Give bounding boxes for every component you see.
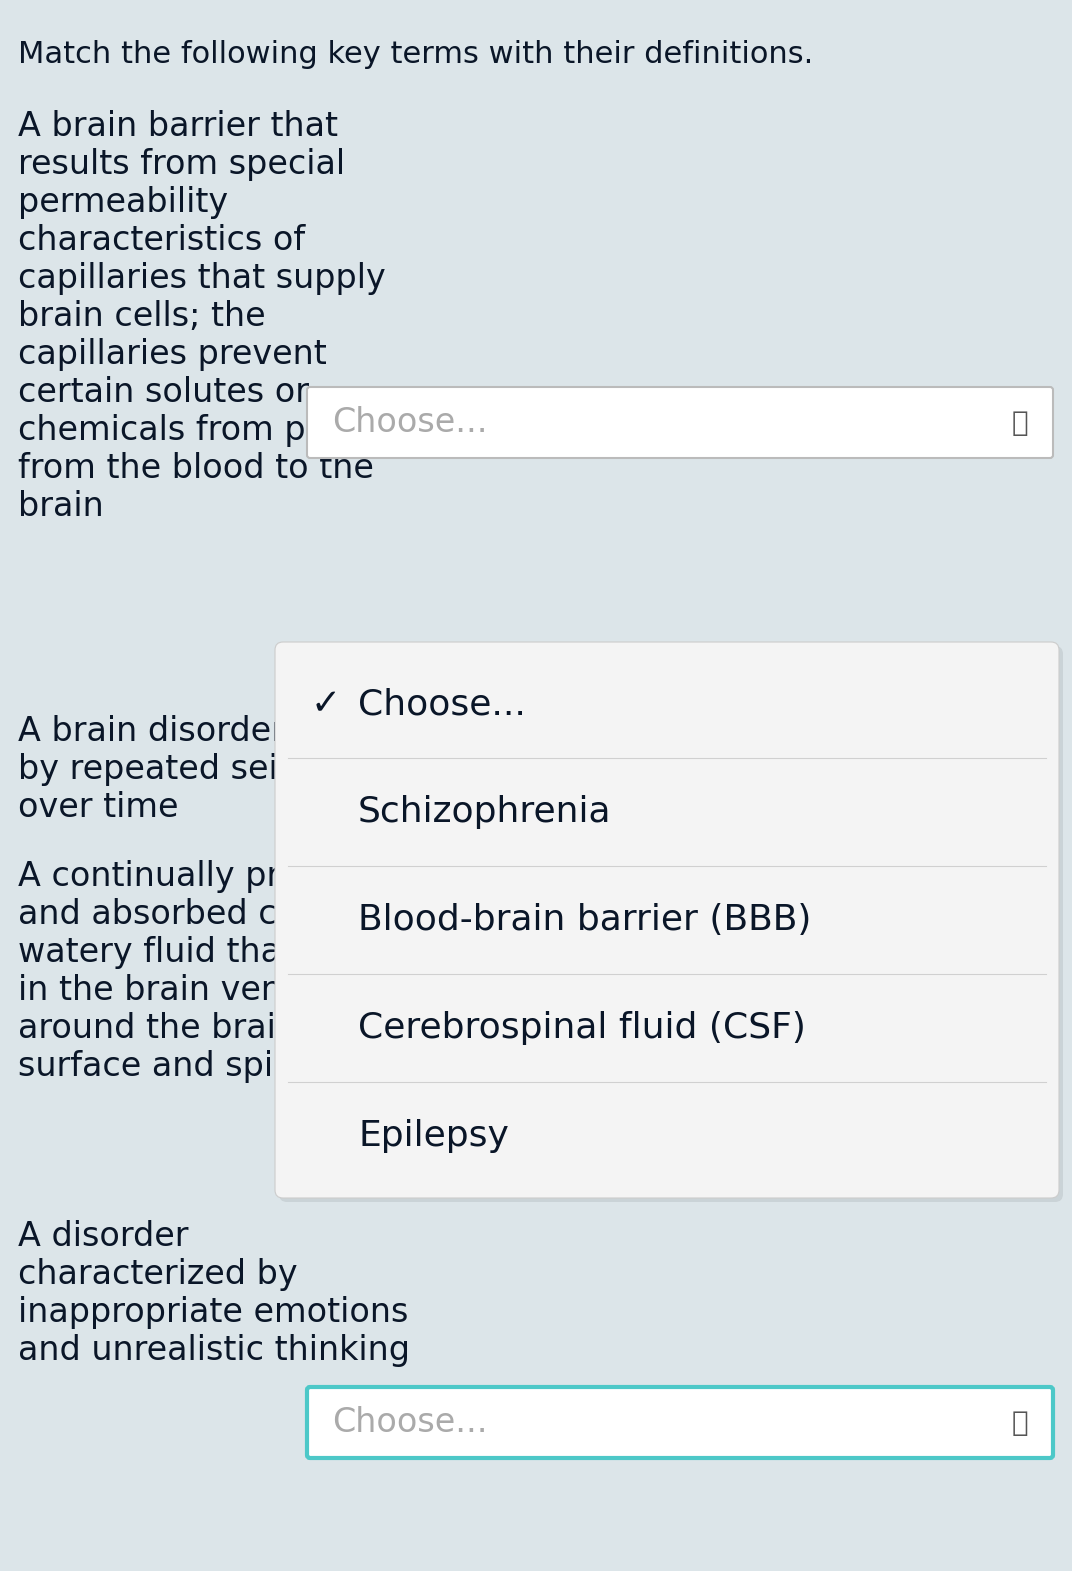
- Text: ✓: ✓: [311, 687, 341, 721]
- Text: chemicals from passing: chemicals from passing: [18, 415, 413, 448]
- Text: and unrealistic thinking: and unrealistic thinking: [18, 1334, 410, 1367]
- Text: A disorder: A disorder: [18, 1221, 189, 1254]
- Text: characterized by: characterized by: [18, 1258, 298, 1291]
- Text: over time: over time: [18, 792, 179, 825]
- Text: ⬨: ⬨: [1012, 408, 1028, 437]
- Text: Choose...: Choose...: [332, 405, 488, 438]
- Text: brain: brain: [18, 490, 104, 523]
- Text: and absorbed clear,: and absorbed clear,: [18, 899, 352, 932]
- Text: surface and spinal cord: surface and spinal cord: [18, 1049, 407, 1082]
- Text: around the brain: around the brain: [18, 1012, 297, 1045]
- Text: by repeated seizures: by repeated seizures: [18, 753, 367, 786]
- Text: results from special: results from special: [18, 148, 345, 181]
- FancyBboxPatch shape: [276, 643, 1059, 1199]
- Text: inappropriate emotions: inappropriate emotions: [18, 1296, 408, 1329]
- FancyBboxPatch shape: [279, 646, 1063, 1202]
- Text: in the brain ventricles: in the brain ventricles: [18, 974, 384, 1007]
- Text: from the blood to the: from the blood to the: [18, 452, 374, 485]
- Text: Choose...: Choose...: [332, 1406, 488, 1439]
- Text: permeability: permeability: [18, 185, 228, 218]
- Text: ⬨: ⬨: [1012, 1409, 1028, 1436]
- Text: Match the following key terms with their definitions.: Match the following key terms with their…: [18, 39, 814, 69]
- Text: certain solutes or: certain solutes or: [18, 375, 309, 408]
- Text: Cerebrospinal fluid (CSF): Cerebrospinal fluid (CSF): [358, 1012, 806, 1045]
- Text: Epilepsy: Epilepsy: [358, 1119, 509, 1153]
- Text: brain cells; the: brain cells; the: [18, 300, 266, 333]
- Text: A brain disorder marke: A brain disorder marke: [18, 715, 401, 748]
- Text: A continually produced: A continually produced: [18, 859, 402, 892]
- FancyBboxPatch shape: [307, 386, 1053, 459]
- Text: Schizophrenia: Schizophrenia: [358, 795, 611, 829]
- Text: characteristics of: characteristics of: [18, 225, 306, 258]
- Text: A brain barrier that: A brain barrier that: [18, 110, 338, 143]
- Text: Blood-brain barrier (BBB): Blood-brain barrier (BBB): [358, 903, 812, 936]
- FancyBboxPatch shape: [307, 1387, 1053, 1458]
- Text: Choose...: Choose...: [358, 687, 526, 721]
- Text: capillaries prevent: capillaries prevent: [18, 338, 327, 371]
- Text: capillaries that supply: capillaries that supply: [18, 262, 386, 295]
- Text: watery fluid that flows: watery fluid that flows: [18, 936, 391, 969]
